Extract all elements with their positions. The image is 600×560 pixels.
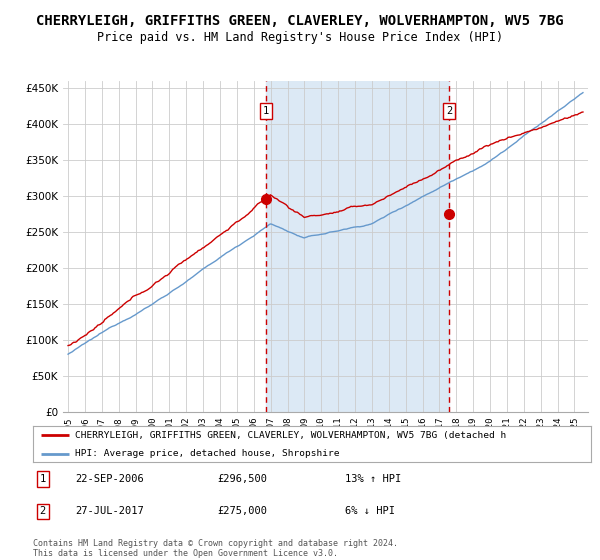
Text: 13% ↑ HPI: 13% ↑ HPI — [346, 474, 402, 484]
Text: This data is licensed under the Open Government Licence v3.0.: This data is licensed under the Open Gov… — [33, 549, 338, 558]
Text: 1: 1 — [40, 474, 46, 484]
Text: 2: 2 — [40, 506, 46, 516]
Text: 6% ↓ HPI: 6% ↓ HPI — [346, 506, 395, 516]
Text: £275,000: £275,000 — [217, 506, 267, 516]
Text: CHERRYLEIGH, GRIFFITHS GREEN, CLAVERLEY, WOLVERHAMPTON, WV5 7BG (detached h: CHERRYLEIGH, GRIFFITHS GREEN, CLAVERLEY,… — [75, 431, 506, 440]
Text: 27-JUL-2017: 27-JUL-2017 — [75, 506, 143, 516]
Text: 22-SEP-2006: 22-SEP-2006 — [75, 474, 143, 484]
Text: 2: 2 — [446, 106, 452, 116]
Text: Price paid vs. HM Land Registry's House Price Index (HPI): Price paid vs. HM Land Registry's House … — [97, 31, 503, 44]
Text: £296,500: £296,500 — [217, 474, 267, 484]
Text: CHERRYLEIGH, GRIFFITHS GREEN, CLAVERLEY, WOLVERHAMPTON, WV5 7BG: CHERRYLEIGH, GRIFFITHS GREEN, CLAVERLEY,… — [36, 14, 564, 28]
Text: 1: 1 — [263, 106, 269, 116]
Bar — [266, 81, 449, 412]
Text: Contains HM Land Registry data © Crown copyright and database right 2024.: Contains HM Land Registry data © Crown c… — [33, 539, 398, 548]
Text: HPI: Average price, detached house, Shropshire: HPI: Average price, detached house, Shro… — [75, 449, 340, 458]
